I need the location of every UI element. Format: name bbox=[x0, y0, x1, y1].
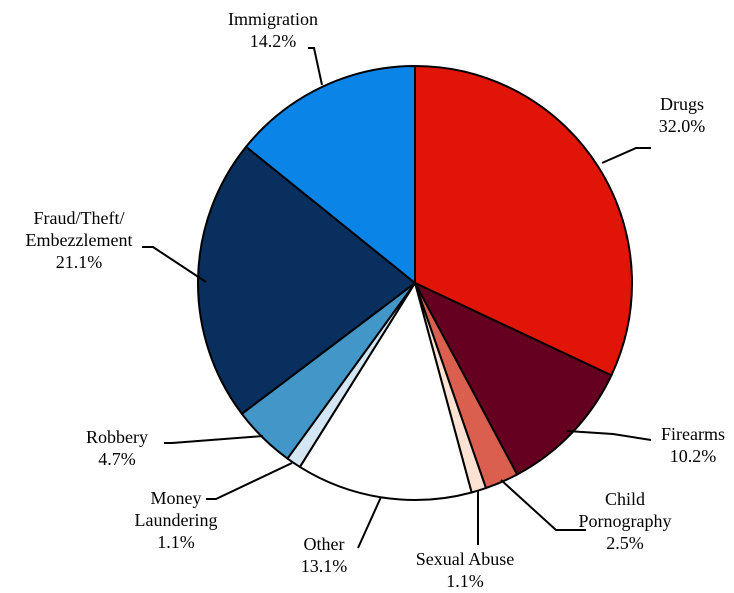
slice-name-label: Immigration bbox=[228, 9, 318, 29]
leader-line bbox=[308, 47, 323, 86]
slice-name-label: Other bbox=[304, 534, 345, 554]
slice-name-label: Firearms bbox=[661, 424, 725, 444]
pie-slice-other bbox=[298, 282, 473, 501]
leader-line bbox=[206, 462, 293, 500]
slice-value-label: 14.2% bbox=[250, 31, 297, 51]
leader-line bbox=[500, 479, 586, 531]
pie-slice-immigration bbox=[245, 65, 416, 284]
leader-line bbox=[357, 496, 382, 549]
pie-slice-firearms bbox=[414, 282, 613, 476]
slice-label: Firearms 10.2% bbox=[661, 424, 725, 466]
slice-value-label: 13.1% bbox=[301, 556, 348, 576]
slice-value-label: 2.5% bbox=[606, 533, 644, 553]
leader-line bbox=[601, 147, 651, 164]
slice-name-label: Robbery bbox=[86, 427, 148, 447]
slice-value-label: 1.1% bbox=[446, 571, 484, 591]
slice-label: Child Pornography 2.5% bbox=[579, 489, 672, 553]
slice-label: Drugs 32.0% bbox=[659, 94, 706, 136]
slice-label: Other 13.1% bbox=[301, 534, 348, 576]
slice-label: Robbery 4.7% bbox=[86, 427, 148, 469]
slice-label: Immigration 14.2% bbox=[228, 9, 318, 51]
slice-name-label: Fraud/Theft/ bbox=[34, 208, 125, 228]
pie-slice-drugs bbox=[414, 65, 633, 377]
pie-slices bbox=[197, 65, 633, 501]
slice-name-label: Child bbox=[605, 489, 645, 509]
slice-value-label: 21.1% bbox=[56, 252, 103, 272]
slice-labels: Drugs 32.0%Firearms 10.2%Child Pornography 2… bbox=[26, 9, 725, 591]
slice-label: Fraud/Theft/Embezzlement 21.1% bbox=[26, 208, 133, 272]
leader-line bbox=[142, 246, 207, 283]
slice-name-label: Money bbox=[151, 488, 202, 508]
slice-name-label: Embezzlement bbox=[26, 230, 133, 250]
slice-label: Money Laundering 1.1% bbox=[135, 488, 218, 552]
slice-name-label: Laundering bbox=[135, 510, 218, 530]
pie-slice-fraud-theft-embezzlement bbox=[197, 145, 416, 415]
slice-name-label: Drugs bbox=[660, 94, 704, 114]
leader-lines bbox=[142, 47, 652, 549]
slice-name-label: Sexual Abuse bbox=[416, 549, 515, 569]
slice-name-label: Pornography bbox=[579, 511, 672, 531]
slice-value-label: 1.1% bbox=[157, 532, 195, 552]
slice-value-label: 32.0% bbox=[659, 116, 706, 136]
leader-line bbox=[164, 435, 264, 444]
slice-value-label: 4.7% bbox=[98, 449, 136, 469]
slice-value-label: 10.2% bbox=[670, 446, 717, 466]
slice-label: Sexual Abuse 1.1% bbox=[416, 549, 515, 591]
leader-line bbox=[566, 430, 652, 441]
